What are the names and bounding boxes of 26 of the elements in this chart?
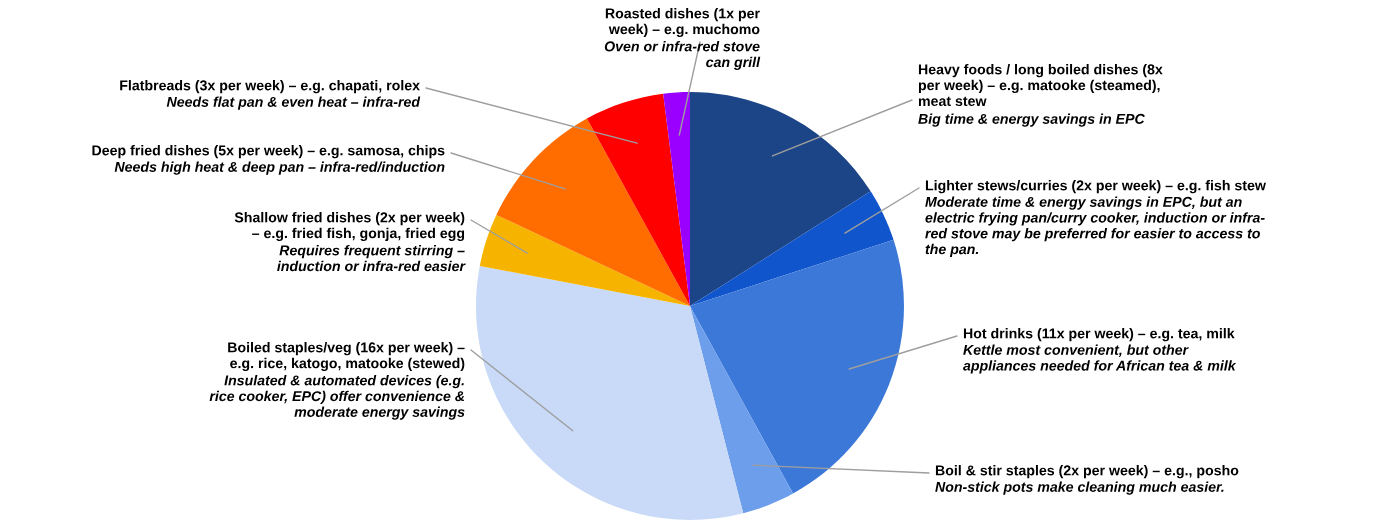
pie-slice (476, 265, 744, 520)
pie-slice (690, 306, 794, 514)
text: Insulated & automated devices (e.g. rice cooker, EPC) offer convenience & moderate energy savings (209, 375, 465, 420)
text: Non-stick pots make cleaning much easier. (935, 481, 1224, 495)
slice-label: Heavy foods / long boiled dishes (8x per week) – e.g. matooke (steamed), meat stew (918, 64, 1163, 107)
pie-slice (690, 92, 871, 306)
slice-label: Flatbreads (3x per week) – e.g. chapati, rolex (120, 80, 420, 94)
slice-label: Roasted dishes (1x per week) – e.g. muchomo (605, 8, 760, 38)
pie-slice (479, 214, 690, 306)
slice-label: Shallow fried dishes (2x per week) – e.g. fried fish, gonja, fried egg (234, 212, 465, 242)
slice-label: Boil & stir staples (2x per week) – e.g., posho (935, 465, 1239, 479)
text: Big time & energy savings in EPC (918, 113, 1145, 127)
text: Kettle most convenient, but other appliances needed for African tea & milk (963, 344, 1237, 374)
slice-label: Hot drinks (11x per week) – e.g. tea, milk (963, 328, 1235, 342)
text: Needs flat pan & even heat – infra-red (166, 96, 421, 110)
pie-slice (586, 93, 690, 306)
pie-slice (496, 118, 690, 306)
pie-slice (690, 191, 894, 306)
text: Moderate time & energy savings in EPC, but an electric frying pan/curry cooker, induction or infra- red stove may be preferred for easier to access to the pan. (925, 196, 1265, 258)
slice-label: Lighter stews/curries (2x per week) – e.g. fish stew (925, 180, 1266, 194)
slice-label: Boiled staples/veg (16x per week) – e.g. rice, katogo, matooke (stewed) (228, 342, 465, 372)
pie-slice (690, 239, 904, 494)
text: Oven or infra-red stove can grill (604, 41, 761, 70)
text: Requires frequent stirring – induction or infra-red easier (277, 245, 466, 272)
slice-label: Deep fried dishes (5x per week) – e.g. samosa, chips (92, 145, 445, 159)
text: Needs high heat & deep pan – infra-red/induction (114, 161, 445, 175)
